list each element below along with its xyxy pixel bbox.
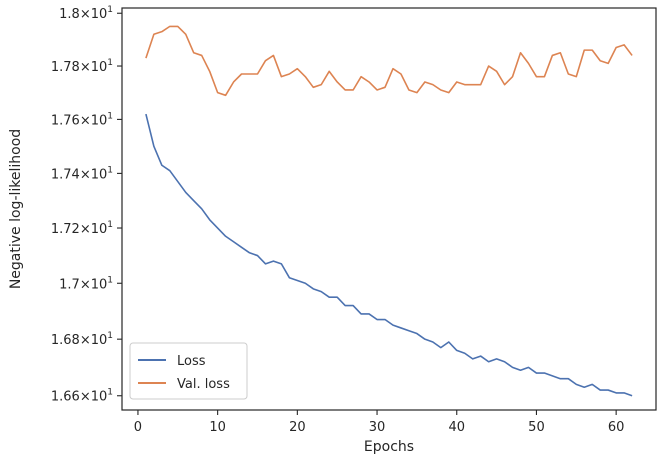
y-tick-label: 1.72×101 (51, 220, 113, 237)
series-line-loss (145, 113, 633, 397)
y-tick-label: 1.74×101 (51, 165, 113, 182)
legend-box (129, 342, 248, 400)
series-line-val-loss (145, 25, 633, 97)
x-tick-label: 0 (134, 420, 142, 435)
y-tick-label: 1.68×101 (51, 331, 113, 348)
x-axis-label: Epochs (364, 439, 414, 455)
y-tick-label: 1.7×101 (59, 275, 113, 292)
legend: Loss Val. loss (129, 342, 248, 400)
x-tick-label: 10 (209, 420, 226, 435)
y-axis-label: Negative log-likelihood (8, 129, 24, 289)
x-tick-label: 20 (289, 420, 306, 435)
y-tick-label: 1.78×101 (51, 58, 113, 75)
y-tick-label: 1.76×101 (51, 111, 113, 128)
series-lines (145, 25, 633, 397)
legend-label-loss: Loss (177, 354, 206, 369)
x-tick-label: 60 (608, 420, 625, 435)
x-tick-label: 30 (369, 420, 386, 435)
y-tick-label: 1.8×101 (59, 5, 113, 22)
x-axis-ticks: 0 10 20 30 40 50 60 (134, 410, 625, 435)
legend-label-val-loss: Val. loss (177, 377, 230, 392)
y-tick-label: 1.66×101 (51, 388, 113, 405)
x-tick-label: 50 (528, 420, 545, 435)
y-axis-ticks: 1.66×101 1.68×101 1.7×101 1.72×101 1.74×101 1… (51, 5, 122, 405)
x-tick-label: 40 (448, 420, 465, 435)
